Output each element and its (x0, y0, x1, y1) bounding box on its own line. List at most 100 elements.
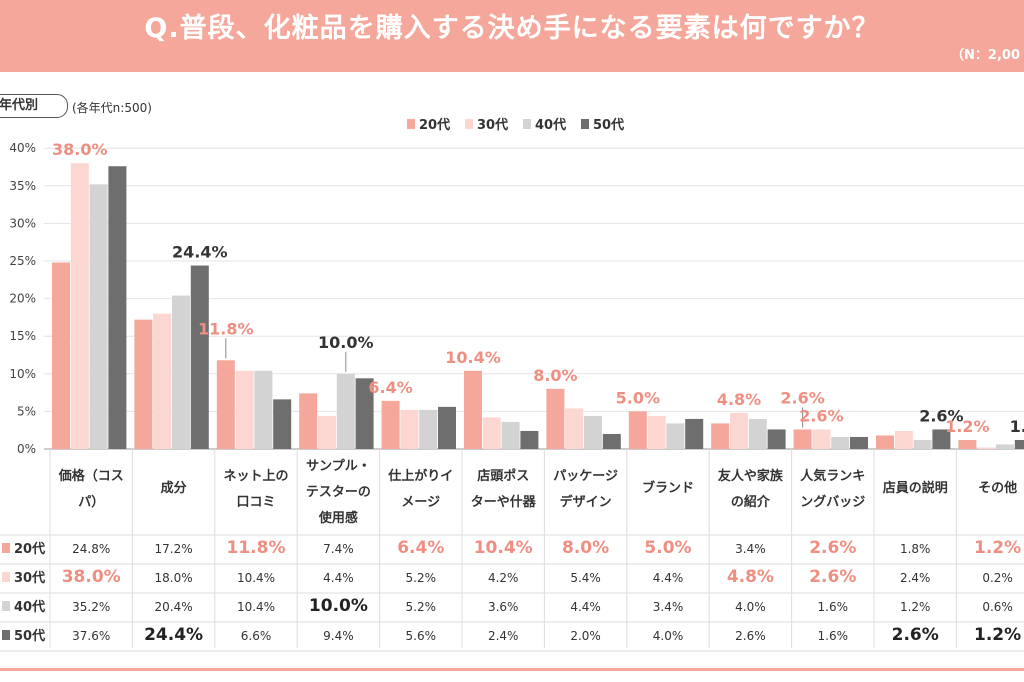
category-label: ネット上の (223, 469, 288, 484)
highlight-label: 24.4% (172, 243, 228, 262)
bar-40-7 (666, 423, 685, 449)
y-tick-label: 5% (17, 404, 36, 418)
bar-50-6 (602, 433, 621, 449)
table-cell: 18.0% (155, 571, 193, 585)
table-cell: 10.4% (474, 538, 533, 558)
highlight-label: 10.0% (318, 333, 374, 352)
highlight-label: 6.4% (368, 378, 412, 397)
category-label: その他 (978, 480, 1017, 496)
highlight-label: 2.6% (919, 406, 963, 425)
segment-note: (各年代n:500) (72, 101, 152, 115)
row-label-50: 50代 (14, 628, 45, 644)
bar-30-6 (565, 408, 584, 449)
table-cell: 37.6% (72, 629, 110, 643)
table-cell: 3.4% (653, 600, 684, 614)
bar-20-5 (464, 370, 482, 449)
bar-50-9 (850, 436, 868, 449)
category-label: 友人や家族 (718, 468, 784, 484)
bar-30-11 (977, 447, 996, 449)
table-cell: 38.0% (62, 567, 121, 587)
table-cell: 9.4% (323, 629, 354, 643)
table-cell: 24.8% (72, 542, 110, 556)
question-title: Q.普段、化粧品を購入する決め手になる要素は何ですか？ (144, 13, 880, 44)
table-cell: 5.2% (406, 600, 437, 614)
bar-20-4 (381, 400, 400, 449)
bar-20-1 (134, 319, 153, 449)
table-cell: 4.0% (735, 600, 766, 614)
table-cell: 4.2% (488, 571, 519, 585)
table-cell: 4.4% (570, 600, 601, 614)
bar-40-4 (419, 409, 438, 449)
table-cell: 5.4% (570, 571, 601, 585)
bar-40-8 (748, 418, 767, 449)
bar-20-11 (958, 439, 977, 449)
row-label-40: 40代 (14, 599, 45, 615)
table-cell: 5.2% (406, 571, 437, 585)
bar-50-5 (520, 430, 539, 449)
bar-20-2 (216, 360, 235, 449)
table-cell: 1.6% (818, 600, 849, 614)
category-label: 店員の説明 (883, 480, 948, 496)
table-cell: 17.2% (155, 542, 193, 556)
row-swatch-30 (2, 572, 10, 582)
y-tick-label: 15% (9, 329, 36, 343)
bar-50-2 (273, 399, 292, 449)
segment-tab[interactable]: 年代別 (0, 94, 68, 118)
bar-50-7 (685, 418, 704, 449)
legend-label-40: 40代 (535, 117, 566, 133)
bar-40-9 (831, 436, 850, 449)
bar-30-0 (70, 163, 89, 450)
bar-50-10 (932, 429, 951, 449)
category-label: パッケージ (553, 469, 618, 484)
y-tick-label: 35% (9, 179, 36, 193)
highlight-label: 1.2 (1010, 417, 1024, 436)
table-cell: 10.4% (237, 600, 275, 614)
bar-20-10 (876, 435, 894, 449)
bar-40-10 (913, 439, 932, 449)
category-label: 店頭ポス (477, 468, 529, 484)
table-cell: 2.6% (809, 538, 856, 558)
table-cell: 2.0% (570, 629, 601, 643)
bar-30-5 (482, 417, 501, 449)
category-label: 価格（コス (58, 468, 124, 484)
highlight-label: 8.0% (533, 366, 577, 385)
category-label: の紹介 (731, 494, 771, 510)
bottom-divider (0, 668, 1024, 671)
category-label: 人気ランキ (800, 468, 865, 484)
bars (52, 163, 1024, 450)
table-cell: 1.2% (900, 600, 931, 614)
row-label-20: 20代 (14, 541, 45, 557)
category-label: 成分 (161, 480, 187, 496)
table-cell: 35.2% (72, 600, 110, 614)
bar-50-8 (767, 429, 786, 449)
highlight-label: 4.8% (717, 390, 761, 409)
row-swatch-50 (2, 630, 10, 640)
legend-swatch-30 (465, 119, 473, 129)
table-cell: 2.6% (809, 567, 856, 587)
category-label: パ） (78, 494, 104, 510)
legend-swatch-40 (523, 119, 531, 129)
table-cell: 6.6% (241, 629, 272, 643)
table-cell: 10.4% (237, 571, 275, 585)
bar-20-3 (299, 393, 318, 449)
table-cell: 4.8% (727, 567, 774, 587)
bar-20-9 (793, 429, 812, 449)
bar-40-1 (172, 295, 190, 449)
legend-label-50: 50代 (593, 117, 624, 133)
table-cell: 4.4% (323, 571, 354, 585)
bar-30-7 (647, 415, 666, 449)
bar-40-3 (336, 373, 355, 449)
y-tick-label: 25% (9, 254, 36, 268)
highlight-label: 11.8% (198, 319, 254, 338)
table-cell: 1.8% (900, 542, 931, 556)
bar-highlight-labels: 38.0% 24.4% 11.8% 10.0% 6.4% 10.4% 8.0% 5.0% 4.8… (52, 140, 1024, 436)
y-tick-label: 10% (9, 367, 36, 381)
table-cell: 2.4% (900, 571, 931, 585)
y-tick-label: 30% (9, 216, 36, 230)
category-label: ングバッジ (800, 494, 865, 510)
table-cell: 24.4% (144, 625, 203, 645)
row-label-30: 30代 (14, 570, 45, 586)
bar-30-10 (894, 430, 913, 449)
highlight-label: 38.0% (52, 140, 108, 159)
